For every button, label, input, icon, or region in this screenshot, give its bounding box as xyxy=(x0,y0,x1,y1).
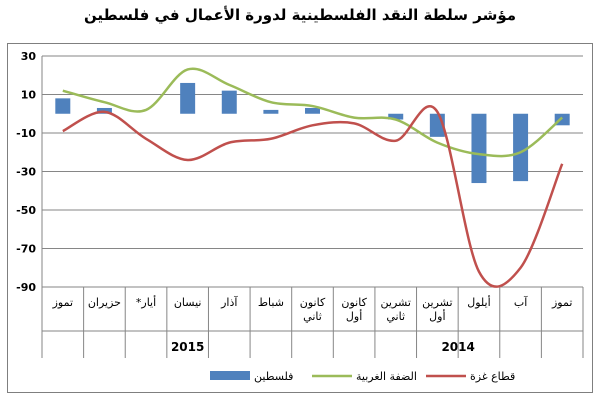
bar xyxy=(388,113,404,120)
x-category-label: آب xyxy=(514,295,528,309)
y-tick-label: -90 xyxy=(16,281,36,294)
bar xyxy=(263,109,279,114)
x-category-label: أيلول xyxy=(467,295,490,309)
bar xyxy=(554,113,570,126)
year-label: 2014 xyxy=(441,340,474,354)
x-category-label: تشرين ثاني xyxy=(381,296,411,323)
legend-label: فلسطين xyxy=(254,370,293,383)
x-category-label: حزيران xyxy=(88,296,121,309)
x-category-label: آذار xyxy=(220,295,238,309)
bar xyxy=(471,113,487,184)
x-category-label: أيار* xyxy=(136,295,156,309)
year-label: 2015 xyxy=(171,340,204,354)
y-tick-label: -30 xyxy=(16,166,36,179)
x-category-label: كانون أول xyxy=(341,296,367,323)
bar xyxy=(513,113,529,182)
series-line xyxy=(62,67,564,158)
chart-frame xyxy=(7,43,593,393)
bar xyxy=(180,82,196,114)
x-category-label: شباط xyxy=(258,296,284,309)
bar xyxy=(305,107,320,114)
x-category-label: كانون ثاني xyxy=(300,296,326,323)
y-tick-label: -50 xyxy=(16,204,36,217)
y-tick-label: -70 xyxy=(16,243,36,256)
legend-label: قطاع غزة xyxy=(470,370,515,383)
chart-title: مؤشر سلطة النقد الفلسطينية لدورة الأعمال… xyxy=(83,6,517,24)
y-tick-label: -10 xyxy=(16,127,36,140)
series-line xyxy=(62,105,564,288)
x-category-label: تموز xyxy=(52,296,73,309)
bar xyxy=(221,90,237,114)
legend-label: الضفة الغربية xyxy=(356,370,417,383)
x-category-label: تموز xyxy=(551,296,572,309)
y-tick-label: 30 xyxy=(21,50,37,63)
y-tick-label: 10 xyxy=(21,89,37,102)
legend-swatch xyxy=(210,371,250,380)
x-category-label: نيسان xyxy=(174,296,202,309)
bar xyxy=(55,98,71,114)
x-category-label: تشرين أول xyxy=(422,296,452,323)
